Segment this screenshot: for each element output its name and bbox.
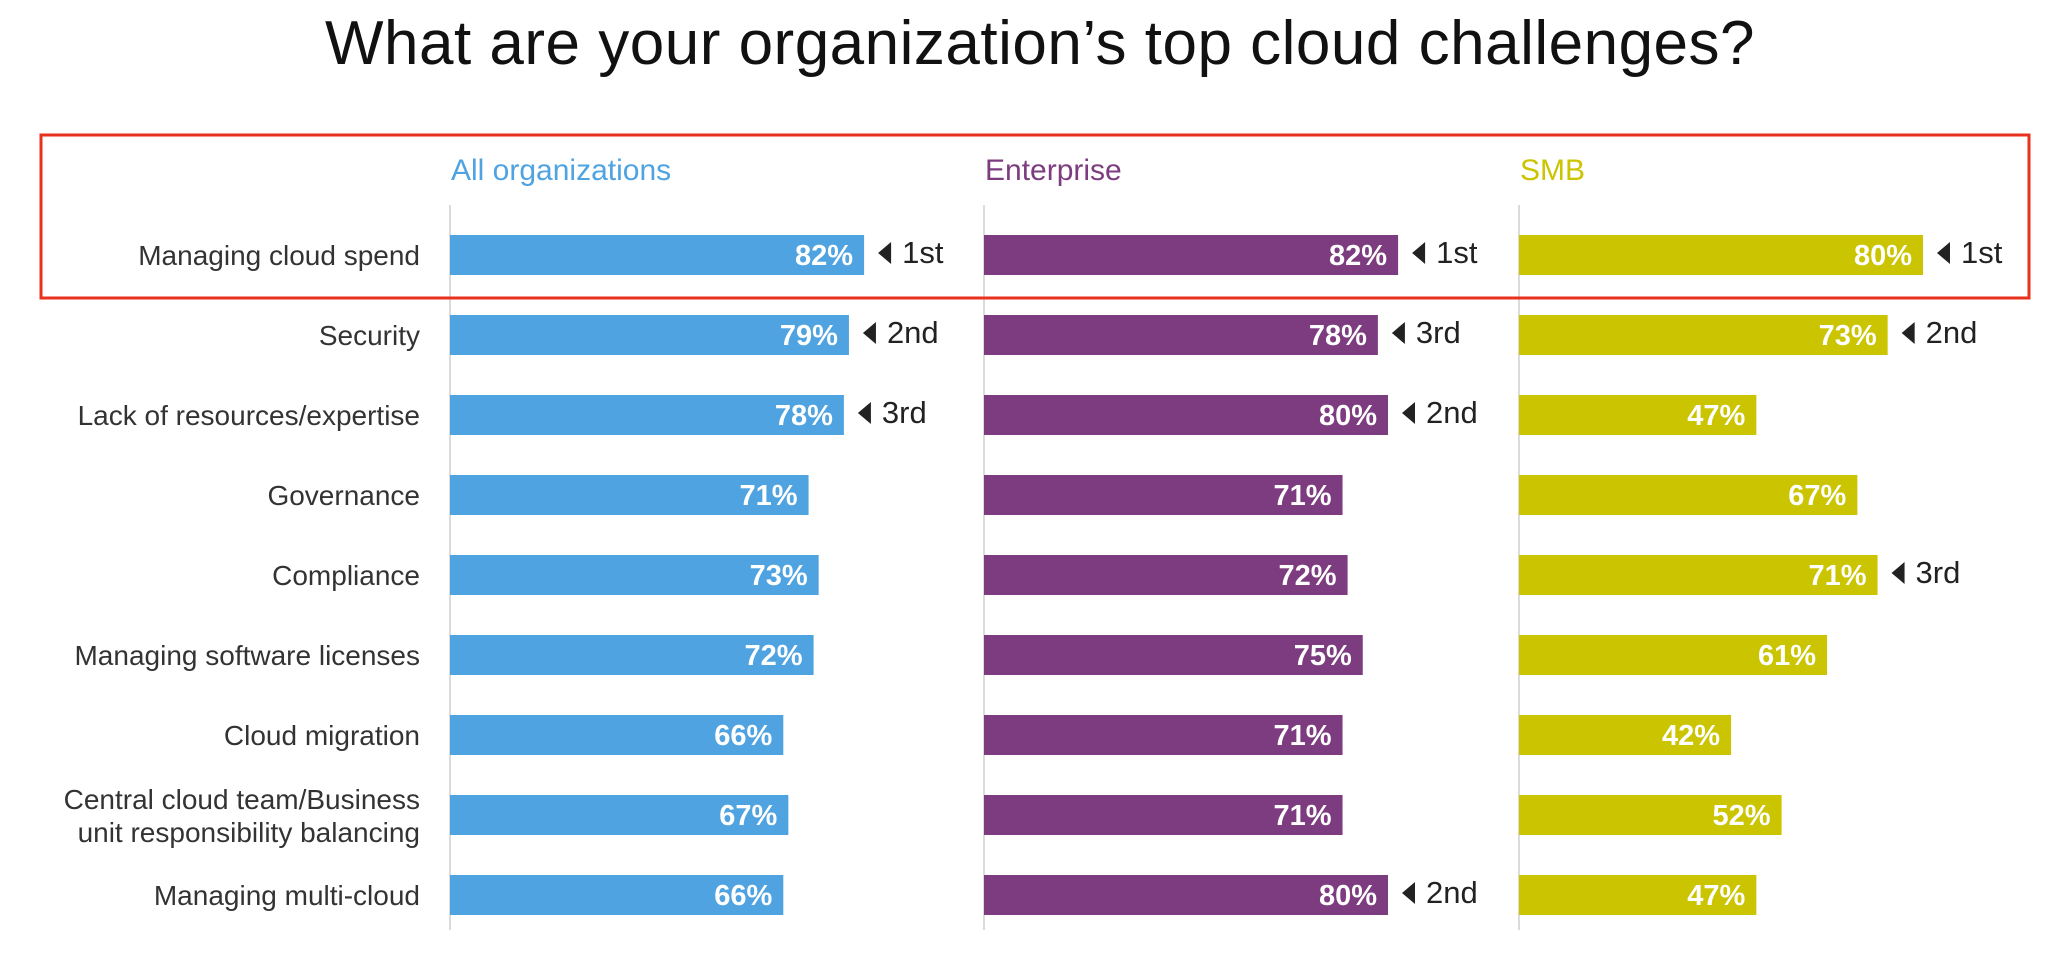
panel-title-0: All organizations: [451, 154, 671, 187]
category-label: Security: [319, 320, 420, 351]
bar: [984, 635, 1363, 675]
bar-value-label: 47%: [1687, 880, 1745, 912]
panel-title-1: Enterprise: [985, 154, 1122, 187]
rank-marker-icon: [857, 402, 871, 424]
bar: [1519, 875, 1757, 915]
bar-value-label: 42%: [1662, 720, 1720, 752]
bar: [1519, 635, 1828, 675]
bar-value-label: 71%: [1274, 720, 1332, 752]
bar: [984, 395, 1388, 435]
bar: [450, 635, 814, 675]
rank-marker-icon: [1402, 882, 1415, 904]
rank-marker-icon: [1412, 242, 1426, 264]
bar: [1519, 795, 1782, 835]
rank-label: 1st: [902, 235, 944, 270]
bar-value-label: 82%: [795, 240, 853, 272]
bar-value-label: 66%: [714, 880, 772, 912]
rank-label: 3rd: [882, 395, 927, 430]
bar: [450, 795, 789, 835]
bar-value-label: 78%: [1309, 320, 1367, 352]
bar-value-label: 73%: [1819, 320, 1877, 352]
bar: [984, 795, 1343, 835]
chart-title: What are your organization’s top cloud c…: [324, 9, 1756, 78]
bar-value-label: 79%: [780, 320, 838, 352]
category-label: Lack of resources/expertise: [78, 400, 420, 431]
bar-value-label: 61%: [1758, 640, 1816, 672]
rank-label: 1st: [1961, 235, 2003, 270]
category-label: Managing multi-cloud: [154, 880, 420, 911]
bar: [1519, 475, 1858, 515]
category-label: Managing software licenses: [74, 640, 420, 671]
bar-value-label: 80%: [1319, 400, 1377, 432]
rank-label: 3rd: [1416, 315, 1461, 350]
bar: [984, 875, 1388, 915]
bar: [984, 475, 1343, 515]
bar: [450, 235, 865, 275]
rank-marker-icon: [1937, 242, 1950, 264]
bar-value-label: 71%: [1274, 480, 1332, 512]
bar-value-label: 78%: [775, 400, 833, 432]
bar-value-label: 71%: [1809, 560, 1867, 592]
bar: [1519, 395, 1757, 435]
bar-value-label: 72%: [1279, 560, 1337, 592]
bar-value-label: 75%: [1294, 640, 1352, 672]
rank-label: 2nd: [1426, 875, 1478, 910]
rank-marker-icon: [1391, 322, 1405, 344]
panel-title-2: SMB: [1520, 154, 1585, 187]
bar-value-label: 47%: [1687, 400, 1745, 432]
bar: [984, 555, 1348, 595]
rank-label: 1st: [1436, 235, 1478, 270]
bar: [1519, 315, 1888, 355]
bar-value-label: 66%: [714, 720, 772, 752]
bar: [984, 315, 1378, 355]
bar: [450, 475, 809, 515]
rank-label: 3rd: [1916, 555, 1961, 590]
bar: [450, 875, 784, 915]
category-label: Managing cloud spend: [138, 240, 420, 271]
highlight-box: [39, 133, 2031, 300]
category-label: Central cloud team/Business unit responsi…: [64, 784, 420, 848]
bar-value-label: 52%: [1713, 800, 1771, 832]
category-label: Cloud migration: [224, 720, 420, 751]
bar-value-label: 82%: [1329, 240, 1387, 272]
bar: [450, 555, 819, 595]
rank-marker-icon: [1891, 562, 1905, 584]
bar: [1519, 555, 1878, 595]
bar-value-label: 80%: [1319, 880, 1377, 912]
rank-marker-icon: [1901, 322, 1915, 344]
rank-marker-icon: [878, 242, 892, 264]
bar: [984, 235, 1399, 275]
rank-marker-icon: [1402, 402, 1415, 424]
bar: [450, 395, 844, 435]
bar-value-label: 80%: [1854, 240, 1912, 272]
bar-value-label: 67%: [719, 800, 777, 832]
rank-marker-icon: [862, 322, 876, 344]
rank-label: 2nd: [887, 315, 939, 350]
bar-value-label: 71%: [1274, 800, 1332, 832]
bar-value-label: 72%: [745, 640, 803, 672]
bar: [1519, 235, 1923, 275]
rank-label: 2nd: [1426, 395, 1478, 430]
bar: [450, 715, 784, 755]
bar-value-label: 73%: [750, 560, 808, 592]
category-label: Governance: [267, 480, 420, 511]
rank-label: 2nd: [1926, 315, 1978, 350]
bar: [984, 715, 1343, 755]
bar: [1519, 715, 1732, 755]
bar: [450, 315, 849, 355]
bar-value-label: 67%: [1788, 480, 1846, 512]
category-label: Compliance: [272, 560, 420, 591]
bar-value-label: 71%: [740, 480, 798, 512]
